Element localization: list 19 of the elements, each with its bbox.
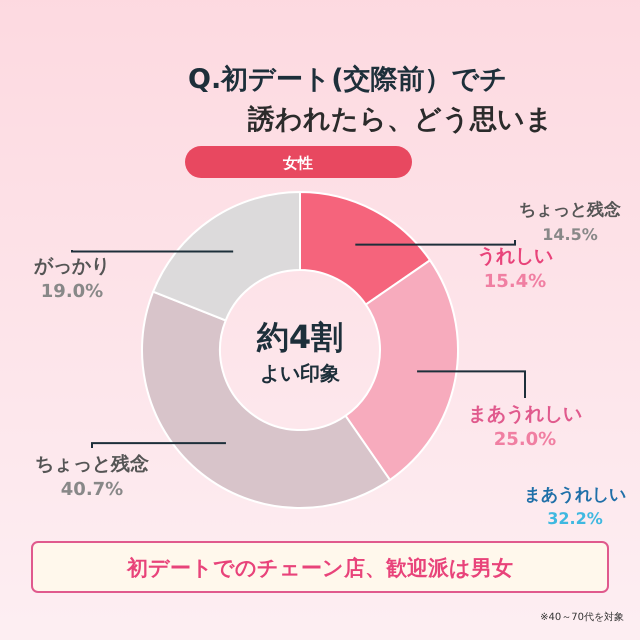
- data-label: 25.0%: [494, 429, 556, 450]
- text: まあうれしい: [524, 485, 626, 505]
- text: 初デートでのチェーン店、歓迎派は男女: [126, 556, 513, 580]
- slice-label: がっかり: [33, 255, 110, 277]
- text: ※40～70代を対象: [540, 611, 624, 623]
- text: 32.2%: [547, 509, 603, 528]
- text: よい印象: [260, 361, 340, 385]
- slice-label: まあうれしい: [468, 403, 582, 425]
- data-label: 40.7%: [60, 479, 124, 500]
- data-label: 15.4%: [484, 271, 546, 292]
- text: 約4割: [256, 318, 344, 356]
- text: ちょっと残念: [519, 200, 621, 220]
- text: 14.5%: [542, 225, 598, 244]
- chart-subtitle: 誘われたら、どう思いま: [247, 104, 553, 135]
- data-label: 19.0%: [40, 281, 104, 302]
- text: 女性: [282, 154, 313, 172]
- slice-label: ちょっと残念: [35, 453, 149, 475]
- slice-label: うれしい: [477, 245, 553, 267]
- chart-title: Q.初デート(交際前）でチ: [188, 64, 508, 95]
